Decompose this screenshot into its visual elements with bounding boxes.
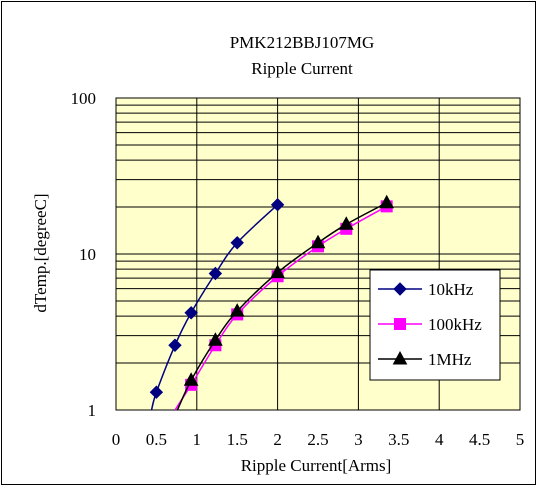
data-point	[208, 332, 223, 346]
grid-lines	[116, 97, 520, 410]
y-tick-label: 10	[79, 245, 96, 264]
data-point	[149, 385, 164, 399]
data-point	[183, 372, 199, 386]
legend-marker	[393, 282, 407, 296]
x-axis-label: Ripple Current[Arms]	[241, 456, 392, 475]
data-point	[184, 306, 198, 320]
series-group	[149, 194, 395, 410]
x-tick-label: 3	[354, 430, 363, 449]
x-tick-label: 1.5	[227, 430, 248, 449]
x-tick-label: 4.5	[469, 430, 490, 449]
data-point	[208, 266, 223, 281]
data-point	[230, 236, 244, 250]
data-point	[168, 338, 182, 352]
tick-labels: 0 0.5 1 1.5 2 2.5 3 3.5 4 4.5 5 1 10 100	[71, 89, 525, 449]
data-point	[270, 264, 285, 279]
y-axis-label: dTemp.[degreeC]	[31, 193, 50, 312]
y-tick-label: 100	[71, 89, 97, 108]
series-1MHz	[176, 194, 395, 410]
x-tick-label: 2.5	[307, 430, 328, 449]
x-tick-label: 0	[112, 430, 121, 449]
chart-subtitle: Ripple Current	[251, 59, 353, 78]
x-tick-label: 0.5	[146, 430, 167, 449]
data-point	[338, 216, 354, 230]
legend-label: 100kHz	[428, 315, 482, 334]
data-point	[379, 194, 395, 209]
legend-label: 10kHz	[428, 280, 474, 299]
data-point	[310, 234, 326, 249]
legend: 10kHz 100kHz 1MHz	[369, 269, 501, 381]
legend-marker	[394, 318, 406, 330]
x-tick-label: 4	[435, 430, 444, 449]
legend-marker	[392, 350, 408, 365]
x-tick-label: 5	[516, 430, 525, 449]
series-10kHz	[149, 198, 285, 410]
chart-title: PMK212BBJ107MG	[230, 33, 375, 52]
data-point	[229, 303, 245, 317]
x-tick-label: 1	[193, 430, 202, 449]
legend-label: 1MHz	[428, 350, 472, 369]
x-tick-label: 3.5	[388, 430, 409, 449]
data-point	[270, 198, 285, 212]
plot-border	[115, 97, 521, 411]
x-tick-label: 2	[273, 430, 282, 449]
y-tick-label: 1	[88, 401, 97, 420]
